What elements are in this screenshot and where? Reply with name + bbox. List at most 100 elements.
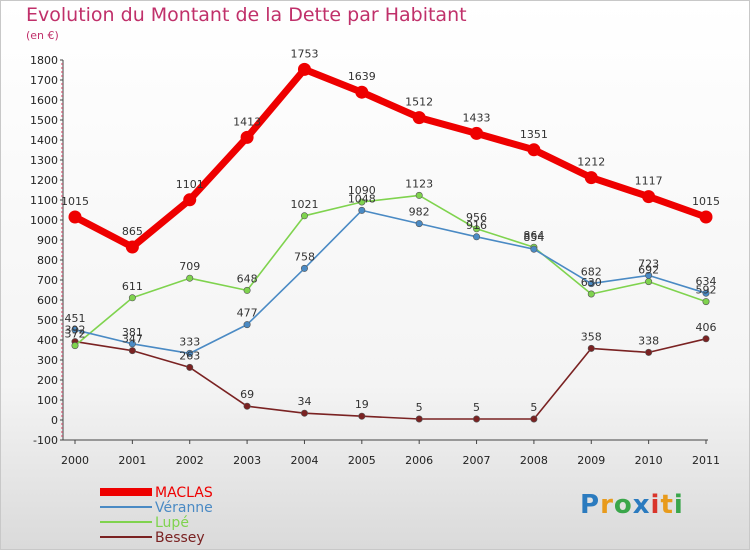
x-tick-label: 2004 xyxy=(290,454,318,467)
x-tick-label: 2010 xyxy=(635,454,663,467)
logo-letter: i xyxy=(650,490,661,520)
series-line-bessey xyxy=(74,338,707,420)
data-point xyxy=(71,326,79,334)
data-label: 864 xyxy=(523,229,544,242)
data-point xyxy=(473,415,481,423)
data-point xyxy=(587,344,595,352)
chart-title: Evolution du Montant de la Dette par Hab… xyxy=(26,4,467,26)
proxiti-logo: Proxiti xyxy=(580,490,684,520)
data-point xyxy=(186,349,194,357)
y-tick-label: 1800 xyxy=(30,54,58,67)
data-point xyxy=(300,264,308,272)
data-label: 682 xyxy=(581,266,602,279)
data-label: 758 xyxy=(294,250,315,263)
data-point xyxy=(702,298,710,306)
data-label: 19 xyxy=(355,398,369,411)
data-point xyxy=(584,171,598,185)
y-tick-label: 0 xyxy=(51,414,58,427)
data-point xyxy=(297,62,311,76)
data-point xyxy=(699,210,713,224)
data-label: 1090 xyxy=(348,184,376,197)
x-tick-label: 2005 xyxy=(348,454,376,467)
logo-letter: x xyxy=(632,490,651,520)
x-tick-label: 2001 xyxy=(118,454,146,467)
data-label: 1048 xyxy=(348,192,376,205)
data-point xyxy=(702,335,710,343)
data-point xyxy=(527,143,541,157)
y-tick-label: 800 xyxy=(37,254,58,267)
y-tick-label: 1400 xyxy=(30,134,58,147)
series-line-maclas xyxy=(73,65,708,251)
y-tick-label: 700 xyxy=(37,274,58,287)
x-tick-label: 2008 xyxy=(520,454,548,467)
data-label: 69 xyxy=(240,388,254,401)
data-label: 956 xyxy=(466,211,487,224)
y-tick-label: 1000 xyxy=(30,214,58,227)
x-tick-label: 2009 xyxy=(577,454,605,467)
data-label: 1413 xyxy=(233,115,261,128)
data-point xyxy=(243,321,251,329)
data-point xyxy=(355,85,369,99)
y-tick-label: 300 xyxy=(37,354,58,367)
y-tick-label: 100 xyxy=(37,394,58,407)
data-point xyxy=(186,274,194,282)
series-line-véranne xyxy=(74,209,707,355)
data-point xyxy=(128,294,136,302)
y-tick-label: 1100 xyxy=(30,194,58,207)
data-label: 692 xyxy=(638,264,659,277)
data-label: 1212 xyxy=(577,156,605,169)
data-point xyxy=(125,240,139,254)
data-label: 592 xyxy=(696,284,717,297)
chart-subtitle: (en €) xyxy=(26,29,59,42)
data-point xyxy=(645,271,653,279)
x-tick-label: 2007 xyxy=(463,454,491,467)
data-labels: 392 347 263 69 34 19 5 5 5 358 338 406 372 611 709 648 1… xyxy=(61,47,720,414)
data-label: 358 xyxy=(581,330,602,343)
data-label: 630 xyxy=(581,276,602,289)
y-tick-label: 600 xyxy=(37,294,58,307)
logo-letter: i xyxy=(673,490,684,520)
y-tick-label: 400 xyxy=(37,334,58,347)
y-tick-label: 1500 xyxy=(30,114,58,127)
data-point xyxy=(587,280,595,288)
legend-label-bessey: Bessey xyxy=(155,530,205,546)
data-label: 392 xyxy=(65,324,86,337)
data-point xyxy=(358,198,366,206)
y-tick-label: 500 xyxy=(37,314,58,327)
data-label: 648 xyxy=(237,272,258,285)
data-point xyxy=(415,220,423,228)
data-label: 347 xyxy=(122,333,143,346)
data-label: 1433 xyxy=(463,111,491,124)
data-label: 1015 xyxy=(692,195,720,208)
data-label: 865 xyxy=(122,225,143,238)
data-label: 477 xyxy=(237,307,258,320)
data-label: 1117 xyxy=(635,175,663,188)
data-label: 372 xyxy=(65,328,86,341)
data-label: 34 xyxy=(297,395,311,408)
y-tick-label: -100 xyxy=(33,434,58,447)
data-point xyxy=(128,347,136,355)
data-label: 1021 xyxy=(290,198,318,211)
data-point xyxy=(412,111,426,125)
data-label: 611 xyxy=(122,280,143,293)
series-line-lupé xyxy=(74,194,707,347)
data-label: 333 xyxy=(179,335,200,348)
data-label: 1512 xyxy=(405,96,433,109)
data-point xyxy=(358,206,366,214)
data-point xyxy=(415,415,423,423)
y-tick-label: 1600 xyxy=(30,94,58,107)
y-tick-label: 200 xyxy=(37,374,58,387)
x-tick-label: 2002 xyxy=(176,454,204,467)
logo-letter: t xyxy=(660,490,674,520)
data-label: 406 xyxy=(696,321,717,334)
data-point xyxy=(645,278,653,286)
data-label: 1101 xyxy=(176,178,204,191)
data-label: 338 xyxy=(638,334,659,347)
y-axis: -100 0 100 200 300 400 500 600 700 800 900 1000 1100… xyxy=(30,54,64,447)
data-label: 982 xyxy=(409,206,430,219)
x-tick-label: 2006 xyxy=(405,454,433,467)
data-label: 709 xyxy=(179,260,200,273)
y-tick-label: 1700 xyxy=(30,74,58,87)
